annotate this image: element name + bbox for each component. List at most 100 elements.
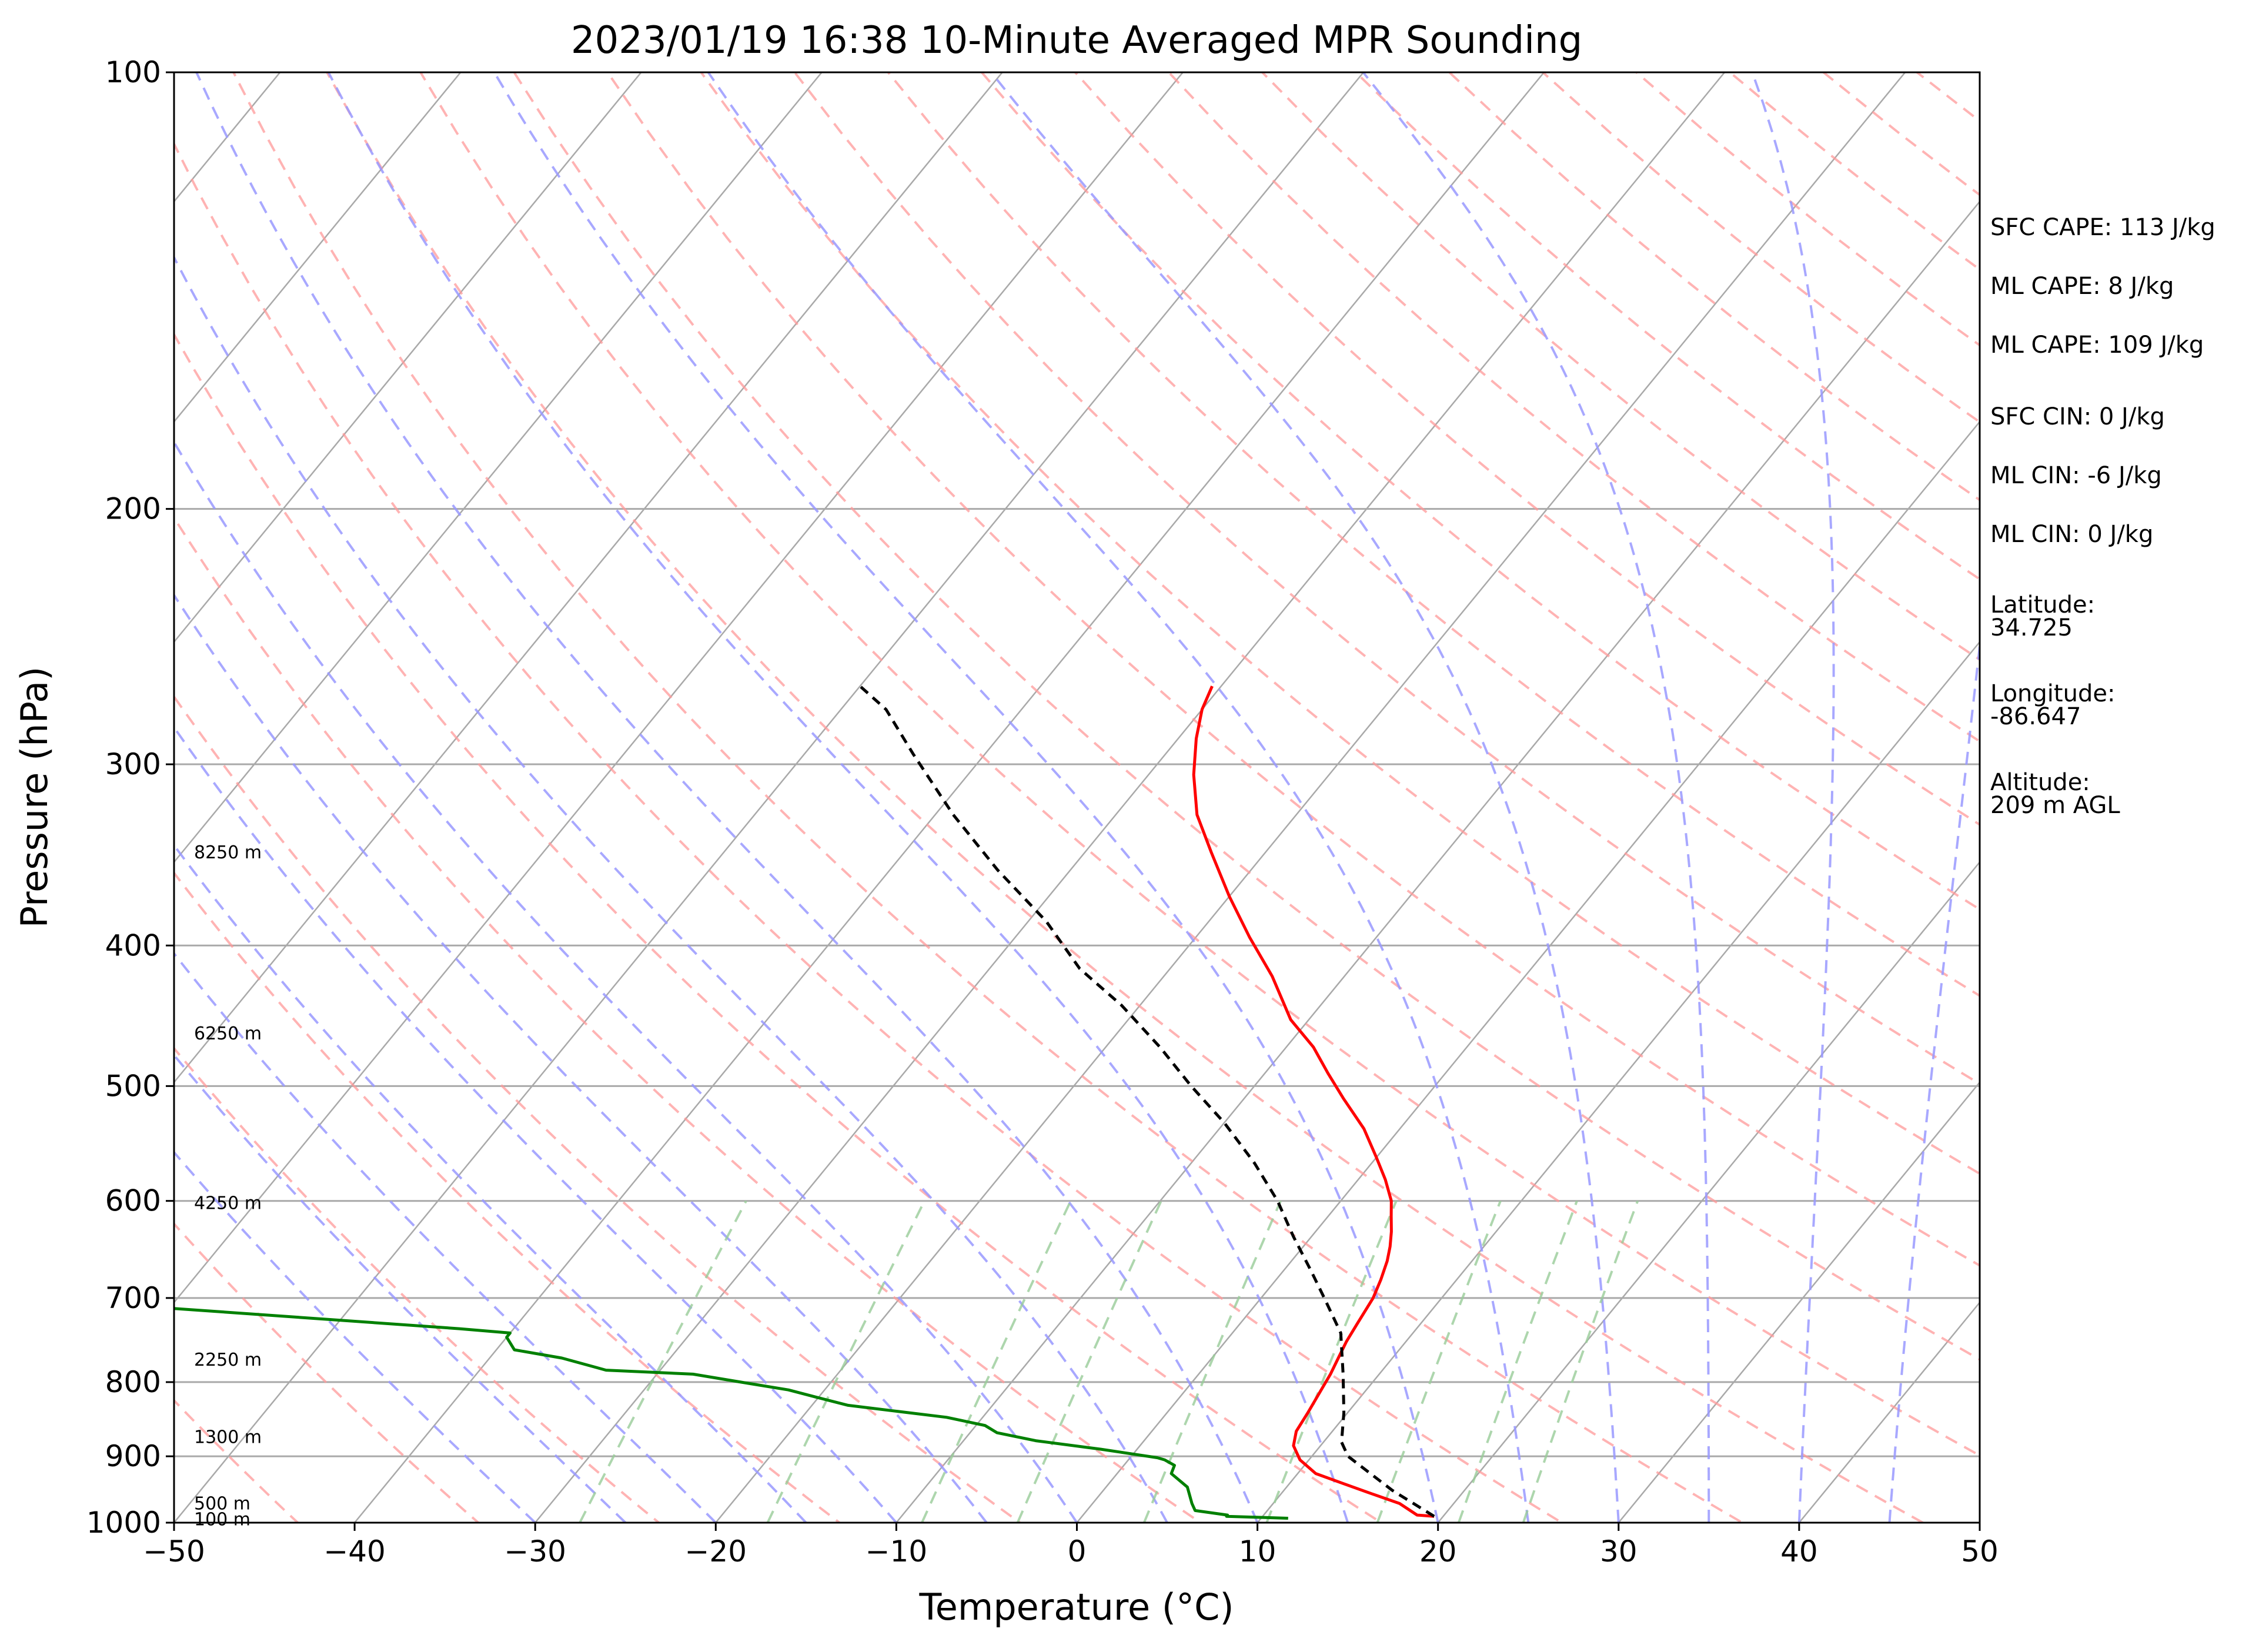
moist-adiabat-line xyxy=(174,843,807,1523)
y-tick-label: 300 xyxy=(105,747,161,781)
x-tick-label: 20 xyxy=(1419,1534,1457,1569)
dry-adiabat-line xyxy=(174,1399,300,1523)
axis-ticks: −50 −40 −30 −20 −10 0 10 20 30 40 50 100 200 300 400 50… xyxy=(86,55,1999,1569)
info-value: -86.647 xyxy=(1990,703,2081,730)
isotherm-line xyxy=(895,200,1980,1523)
height-label: 2250 m xyxy=(194,1350,262,1370)
y-tick-label: 400 xyxy=(105,928,161,962)
info-label: ML CAPE: 109 J/kg xyxy=(1990,332,2204,359)
dry-adiabat-line xyxy=(174,516,1203,1523)
height-label: 4250 m xyxy=(194,1193,262,1213)
isotherm-line xyxy=(1075,420,1980,1523)
isotherm-line xyxy=(1618,1081,1980,1523)
x-tick-label: 30 xyxy=(1600,1534,1638,1569)
x-tick-label: −20 xyxy=(685,1534,747,1569)
mixing-ratio-line xyxy=(766,1200,926,1523)
y-tick-label: 700 xyxy=(105,1281,161,1315)
dry-adiabat-line xyxy=(1074,72,1980,827)
moist-adiabat-line xyxy=(1362,72,1710,1523)
isotherm-line xyxy=(1437,861,1980,1523)
mixing-ratio-line xyxy=(1265,1200,1398,1523)
dry-adiabat-line xyxy=(606,72,1980,1267)
moist-adiabat-line xyxy=(707,72,1530,1523)
x-tick-label: −30 xyxy=(504,1534,566,1569)
mixing-ratio-line xyxy=(1016,1200,1162,1523)
moist-adiabat-line xyxy=(493,72,1439,1523)
moist-adiabat-line xyxy=(174,951,717,1523)
temperature-series xyxy=(1192,685,1435,1518)
isotherm-line xyxy=(1256,640,1980,1523)
moist-adiabat-line xyxy=(1751,72,1835,1523)
y-tick-label: 100 xyxy=(105,55,161,89)
y-axis-label: Pressure (hPa) xyxy=(13,667,56,928)
y-tick-label: 200 xyxy=(105,492,161,526)
info-label: ML CAPE: 8 J/kg xyxy=(1990,273,2174,300)
y-tick-label: 900 xyxy=(105,1439,161,1473)
dry-adiabat-line xyxy=(174,871,841,1523)
moist-adiabat-line xyxy=(174,725,897,1523)
y-tick-label: 800 xyxy=(105,1365,161,1399)
info-label: SFC CAPE: 113 J/kg xyxy=(1990,214,2215,241)
info-value: 209 m AGL xyxy=(1990,792,2120,819)
dry-adiabat-line xyxy=(326,72,1926,1523)
dry-adiabat-line xyxy=(700,72,1980,1175)
mixing-ratio-line xyxy=(1457,1200,1578,1523)
moist-adiabat-line xyxy=(174,593,988,1523)
moist-adiabat-line xyxy=(327,72,1349,1523)
info-label: ML CIN: 0 J/kg xyxy=(1990,521,2153,548)
mixing-ratio-line xyxy=(1142,1200,1282,1523)
isotherm-line xyxy=(174,72,462,423)
info-label: ML CIN: -6 J/kg xyxy=(1990,462,2162,489)
y-tick-label: 1000 xyxy=(86,1506,161,1540)
x-tick-label: 50 xyxy=(1961,1534,1999,1569)
dry-adiabat-line xyxy=(174,1222,480,1523)
dry-adiabat-line xyxy=(232,72,1745,1523)
info-label: Latitude: xyxy=(1990,591,2095,618)
moist-adiabat-line xyxy=(174,1053,627,1523)
y-tick-label: 600 xyxy=(105,1184,161,1218)
dry-adiabat-line xyxy=(419,72,1980,1457)
moist-adiabat-line xyxy=(990,72,1620,1523)
x-tick-label: −50 xyxy=(143,1534,205,1569)
chart-title: 2023/01/19 16:38 10-Minute Averaged MPR … xyxy=(571,19,1582,62)
moist-adiabat-line xyxy=(174,440,1078,1523)
mixing-ratio-line xyxy=(579,1200,747,1523)
height-label: 500 m xyxy=(194,1493,250,1514)
x-axis-label: Temperature (°C) xyxy=(918,1586,1234,1628)
x-tick-label: 40 xyxy=(1780,1534,1818,1569)
moist-adiabat-line xyxy=(174,255,1168,1523)
dry-adiabat-line xyxy=(174,1046,661,1523)
x-tick-label: 10 xyxy=(1239,1534,1276,1569)
dry-adiabat-line xyxy=(887,72,1980,998)
relative-humidity-series xyxy=(174,1307,1288,1520)
isotherm-line xyxy=(174,72,823,864)
info-label: SFC CIN: 0 J/kg xyxy=(1990,403,2165,430)
isotherm-line xyxy=(534,72,1726,1523)
mixing-ratio-line xyxy=(1376,1200,1502,1523)
height-label: 1300 m xyxy=(194,1427,262,1447)
x-tick-label: −40 xyxy=(323,1534,386,1569)
mixing-ratio-line xyxy=(921,1200,1072,1523)
dry-adiabat-line xyxy=(174,141,1564,1523)
dry-adiabat-line xyxy=(174,694,1022,1523)
x-tick-label: 0 xyxy=(1068,1534,1087,1569)
mixing-ratio-line xyxy=(1522,1200,1639,1523)
y-tick-label: 500 xyxy=(105,1069,161,1103)
isotherm-line xyxy=(353,72,1545,1523)
isotherm-line xyxy=(174,72,1184,1304)
info-value: 34.725 xyxy=(1990,614,2073,641)
height-label: 8250 m xyxy=(194,842,262,863)
sounding-info-panel: SFC CAPE: 113 J/kg ML CAPE: 8 J/kg ML CAPE… xyxy=(1990,214,2215,819)
x-tick-label: −10 xyxy=(865,1534,928,1569)
dry-adiabat-line xyxy=(174,332,1384,1523)
dry-adiabat-line xyxy=(513,72,1980,1361)
info-label: Longitude: xyxy=(1990,680,2115,707)
moist-adiabat-line xyxy=(195,72,1259,1523)
isotherm-line xyxy=(174,72,1004,1084)
height-label: 6250 m xyxy=(194,1024,262,1044)
info-label: Altitude: xyxy=(1990,769,2090,796)
height-label: 100 m xyxy=(194,1510,250,1530)
